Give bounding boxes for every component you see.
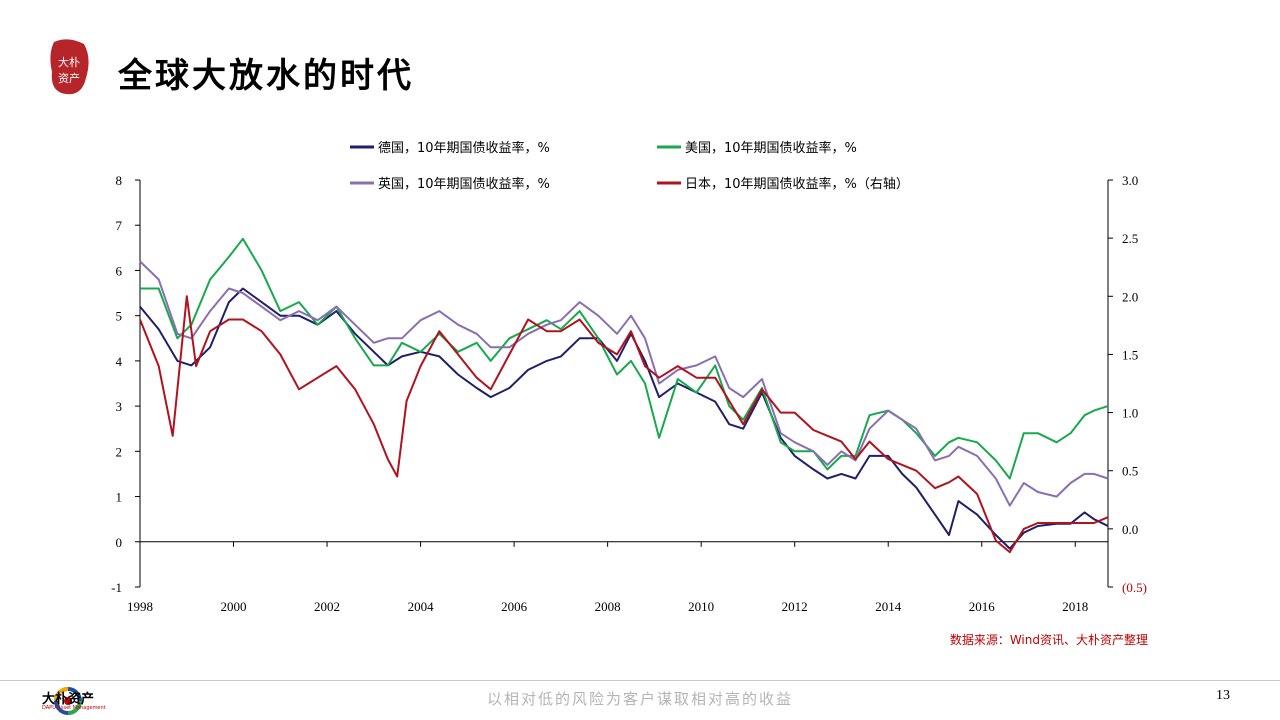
data-source: 数据来源：Wind资讯、大朴资产整理 (949, 633, 1148, 647)
y-tick-label-right: 2.5 (1122, 231, 1138, 246)
y-tick-label-right: 2.0 (1122, 289, 1138, 304)
series-line-2 (139, 260, 1109, 507)
company-logo-icon (54, 687, 82, 715)
seal-text: 大朴 (58, 55, 80, 69)
y-tick-label-right: 0.0 (1122, 522, 1138, 537)
y-tick-label-left: 8 (116, 173, 123, 188)
y-tick-label-left: -1 (111, 580, 122, 595)
y-tick-label-left: 6 (116, 263, 123, 278)
x-tick-label: 2010 (688, 599, 714, 614)
y-tick-label-left: 4 (116, 354, 123, 369)
y-tick-label-right: 1.0 (1122, 406, 1138, 421)
y-tick-label-left: 7 (116, 218, 123, 233)
y-tick-label-right: 0.5 (1122, 464, 1138, 479)
x-tick-label: 2002 (314, 599, 340, 614)
brand-subtitle: DAPU Asset Management (42, 705, 106, 711)
x-tick-label: 2012 (782, 599, 808, 614)
y-tick-label-right: 1.5 (1122, 347, 1138, 362)
x-tick-label: 2006 (501, 599, 528, 614)
y-tick-label-left: 1 (116, 490, 123, 505)
seal-logo: 大朴 资产 (50, 39, 89, 95)
footer-divider (0, 680, 1280, 681)
y-tick-label-left: 0 (116, 535, 123, 550)
page-number: 13 (1216, 688, 1230, 703)
y-tick-label-left: 3 (116, 399, 123, 414)
series-line-0 (139, 287, 1109, 550)
svg-text:资产: 资产 (58, 71, 80, 85)
y-tick-label-left: 5 (116, 309, 123, 324)
x-tick-label: 2004 (408, 599, 435, 614)
brand-name: 大朴资产 (42, 692, 95, 707)
legend-label-0: 德国，10年期国债收益率，% (378, 140, 550, 156)
legend-label-1: 美国，10年期国债收益率，% (685, 140, 857, 156)
yield-chart: -1 0 1 2 3 4 5 6 7 8 (0.5) 0.0 0.5 1.0 1.5 2.0 2.5 3.0 199… (111, 140, 1147, 614)
series-line-1 (140, 237, 1109, 480)
x-tick-label: 1998 (127, 599, 153, 614)
y-tick-label-right: (0.5) (1122, 580, 1147, 595)
x-tick-label: 2000 (221, 599, 247, 614)
x-tick-label: 2014 (875, 599, 902, 614)
y-tick-label-right: 3.0 (1122, 173, 1138, 188)
legend-label-2: 英国，10年期国债收益率，% (378, 176, 550, 192)
footer-slogan: 以相对低的风险为客户谋取相对高的收益 (486, 690, 793, 708)
legend-label-3: 日本，10年期国债收益率，%（右轴） (685, 176, 909, 192)
x-tick-label: 2008 (595, 599, 621, 614)
x-tick-label: 2018 (1062, 599, 1088, 614)
y-tick-label-left: 2 (116, 444, 123, 459)
x-tick-label: 2016 (969, 599, 996, 614)
series-line-3 (139, 295, 1109, 554)
page-title: 全球大放水的时代 (118, 56, 414, 96)
